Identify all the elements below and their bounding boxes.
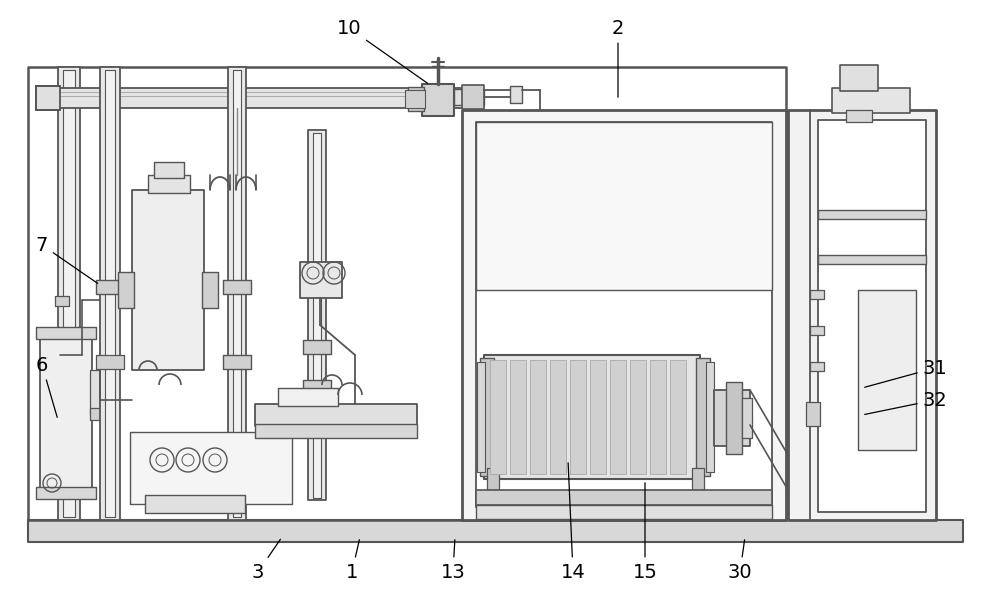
Bar <box>476 505 772 519</box>
Bar <box>40 330 92 490</box>
Bar <box>484 355 700 479</box>
Bar <box>462 85 484 109</box>
Bar <box>510 86 522 103</box>
Bar <box>476 122 772 507</box>
Text: 3: 3 <box>252 539 280 581</box>
Text: 7: 7 <box>36 236 98 283</box>
Bar <box>313 133 321 498</box>
Text: 32: 32 <box>865 390 947 415</box>
Bar <box>90 370 100 415</box>
Bar <box>58 88 478 108</box>
Bar <box>742 398 752 438</box>
Bar <box>228 67 246 520</box>
Bar <box>308 130 326 500</box>
Bar <box>810 326 824 335</box>
Bar <box>818 210 926 219</box>
Bar <box>714 390 750 446</box>
Bar <box>462 110 786 520</box>
Bar <box>36 86 60 110</box>
Bar <box>303 340 331 354</box>
Bar <box>58 67 80 520</box>
Bar <box>610 360 626 474</box>
Bar <box>408 87 424 111</box>
Text: 2: 2 <box>612 18 624 97</box>
Bar <box>788 110 936 520</box>
Bar <box>90 408 104 420</box>
Bar <box>36 327 96 339</box>
Bar <box>105 70 115 517</box>
Text: 31: 31 <box>865 359 947 387</box>
Bar <box>118 272 134 308</box>
Bar <box>670 360 686 474</box>
Bar <box>818 120 926 512</box>
Bar <box>96 355 124 369</box>
Bar <box>422 84 454 116</box>
Bar <box>223 355 251 369</box>
Bar <box>148 175 190 193</box>
Text: 14: 14 <box>561 463 585 581</box>
Bar <box>590 360 606 474</box>
Bar <box>692 468 704 490</box>
Bar <box>650 360 666 474</box>
Bar <box>28 67 786 520</box>
Text: 15: 15 <box>633 483 657 581</box>
Bar <box>706 362 714 472</box>
Bar <box>405 90 425 108</box>
Bar <box>510 360 526 474</box>
Bar <box>832 88 910 113</box>
Bar <box>487 468 499 490</box>
Text: 6: 6 <box>36 355 57 417</box>
Bar <box>810 362 824 371</box>
Bar <box>278 388 338 406</box>
Bar <box>806 402 820 426</box>
Bar <box>454 89 484 105</box>
Bar <box>810 290 824 299</box>
Bar <box>846 110 872 122</box>
Bar <box>202 272 218 308</box>
Text: 30: 30 <box>728 540 752 581</box>
Bar <box>303 380 331 394</box>
Bar <box>550 360 566 474</box>
Text: 1: 1 <box>346 540 359 581</box>
Bar <box>100 67 120 520</box>
Text: 10: 10 <box>337 18 428 83</box>
Bar <box>490 360 506 474</box>
Bar <box>476 122 772 290</box>
Bar <box>696 358 710 476</box>
Bar <box>130 432 292 504</box>
Bar <box>223 280 251 294</box>
Bar <box>96 280 124 294</box>
Bar <box>255 424 417 438</box>
Bar <box>570 360 586 474</box>
Bar <box>154 162 184 178</box>
Bar <box>132 190 204 370</box>
Bar <box>630 360 646 474</box>
Bar <box>55 296 69 306</box>
Bar <box>530 360 546 474</box>
Bar <box>818 255 926 264</box>
Bar <box>145 495 245 513</box>
Bar <box>726 382 742 454</box>
Bar <box>300 262 342 298</box>
Bar <box>233 70 241 517</box>
Bar <box>255 404 417 426</box>
Bar <box>858 290 916 450</box>
Text: 13: 13 <box>441 540 465 581</box>
Bar <box>28 520 963 542</box>
Bar <box>477 362 485 472</box>
Bar <box>476 490 772 505</box>
Bar <box>63 70 75 517</box>
Bar <box>480 358 494 476</box>
Bar <box>840 65 878 91</box>
Bar <box>36 487 96 499</box>
